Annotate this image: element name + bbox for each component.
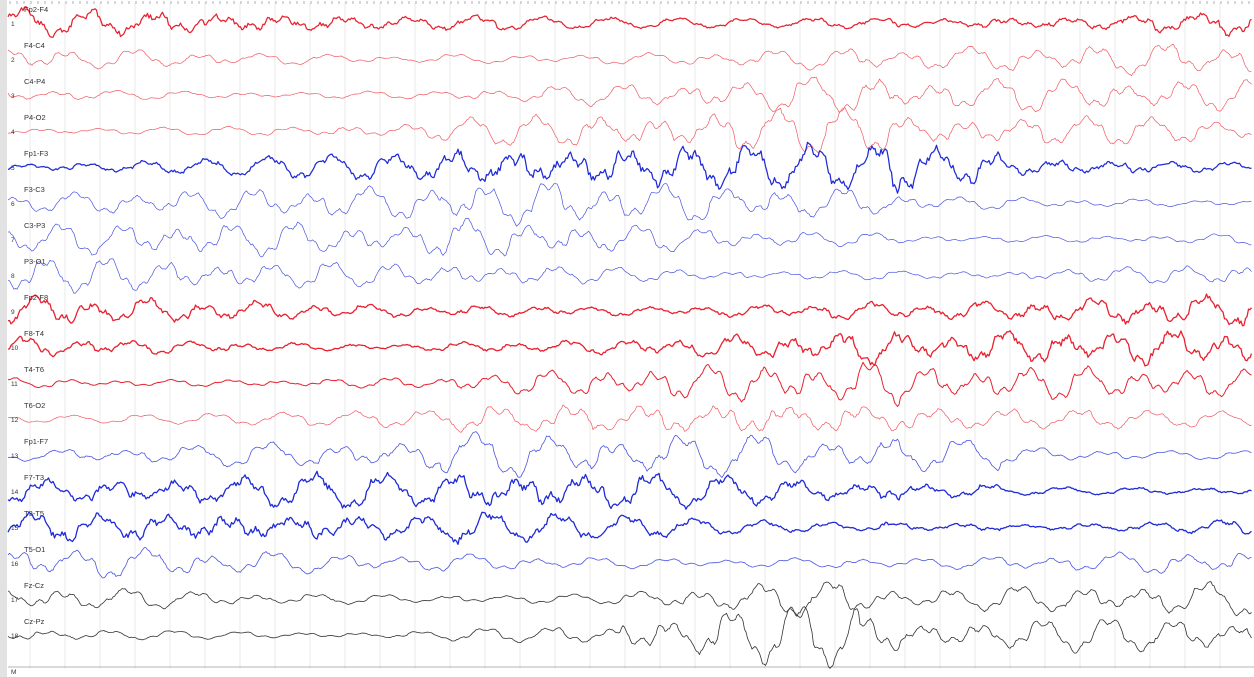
- channel-label: T4-T6: [24, 365, 44, 374]
- channel-number: 17: [11, 597, 19, 604]
- channel-number: 18: [11, 633, 19, 640]
- channel-number: 14: [11, 489, 19, 496]
- eeg-trace: [7, 217, 1252, 258]
- channel-label: F8-T4: [24, 329, 44, 338]
- channel-number: 1: [11, 21, 15, 28]
- channel-number: M: [11, 669, 16, 676]
- channel-label: Fz-Cz: [24, 581, 44, 590]
- channel-4: [8, 107, 1252, 153]
- channel-number: 16: [11, 561, 19, 568]
- eeg-trace: [7, 581, 1252, 618]
- channel-10: [7, 330, 1253, 367]
- eeg-trace: [7, 404, 1252, 433]
- channel-number: 7: [11, 237, 15, 244]
- channel-label: P3-O1: [24, 257, 46, 266]
- channel-number: 12: [11, 417, 19, 424]
- channel-9: [7, 293, 1253, 327]
- channel-15: [7, 511, 1252, 545]
- channel-label: F4-C4: [24, 41, 45, 50]
- eeg-trace: [7, 330, 1253, 367]
- channel-label: F7-T3: [24, 473, 44, 482]
- eeg-trace: [7, 183, 1252, 227]
- eeg-trace: [7, 470, 1252, 510]
- channel-5: [7, 141, 1252, 194]
- channel-2: [7, 43, 1252, 77]
- eeg-trace: [7, 361, 1252, 407]
- channel-number: 3: [11, 93, 15, 100]
- eeg-trace: [7, 511, 1252, 545]
- channel-number: 13: [11, 453, 19, 460]
- channel-label: T6-O2: [24, 401, 45, 410]
- channel-number: 2: [11, 57, 15, 64]
- eeg-trace: [7, 6, 1252, 38]
- trace-layer: [7, 6, 1253, 669]
- channel-label: C3-P3: [24, 221, 45, 230]
- channel-label: T3-T5: [24, 509, 44, 518]
- channel-labels: Fp2-F4 1 F4-C4 2 C4-P4 3 P4-O2 4 Fp1-F3 5 F3-C3 6 C3…: [11, 5, 48, 676]
- channel-6: [7, 183, 1252, 227]
- time-grid: [29, 3, 1221, 669]
- eeg-trace: [7, 293, 1253, 327]
- channel-number: 10: [11, 345, 19, 352]
- channel-label: Fp2-F4: [24, 5, 48, 14]
- channel-label: T5-O1: [24, 545, 45, 554]
- eeg-trace: [7, 76, 1252, 113]
- channel-label: F3-C3: [24, 185, 45, 194]
- channel-number: 4: [11, 129, 15, 136]
- eeg-trace: [7, 258, 1252, 294]
- eeg-trace: [7, 141, 1252, 194]
- channel-12: [7, 404, 1252, 433]
- channel-14: [7, 470, 1252, 510]
- eeg-trace: [8, 107, 1252, 153]
- eeg-trace: [7, 606, 1252, 669]
- eeg-trace: [7, 431, 1252, 478]
- channel-label: Fp1-F7: [24, 437, 48, 446]
- channel-number: 5: [11, 165, 15, 172]
- channel-label: C4-P4: [24, 77, 45, 86]
- eeg-trace: [7, 43, 1252, 77]
- channel-8: [7, 258, 1252, 294]
- channel-17: [7, 581, 1252, 618]
- channel-1: [7, 6, 1252, 38]
- channel-13: [7, 431, 1252, 478]
- channel-label: Fp1-F3: [24, 149, 48, 158]
- channel-number: 8: [11, 273, 15, 280]
- channel-label: Fp2-F8: [24, 293, 48, 302]
- channel-gutter: [0, 0, 7, 677]
- channel-16: [7, 547, 1252, 579]
- time-ruler: [8, 1, 1254, 668]
- channel-11: [7, 361, 1252, 407]
- channel-label: Cz-Pz: [24, 617, 45, 626]
- channel-7: [7, 217, 1252, 258]
- channel-number: 15: [11, 525, 19, 532]
- channel-number: 6: [11, 201, 15, 208]
- channel-number: 11: [11, 381, 18, 388]
- channel-number: 9: [11, 309, 15, 316]
- channel-18: [7, 606, 1252, 669]
- channel-3: [7, 76, 1252, 113]
- eeg-trace: [7, 547, 1252, 579]
- channel-label: P4-O2: [24, 113, 46, 122]
